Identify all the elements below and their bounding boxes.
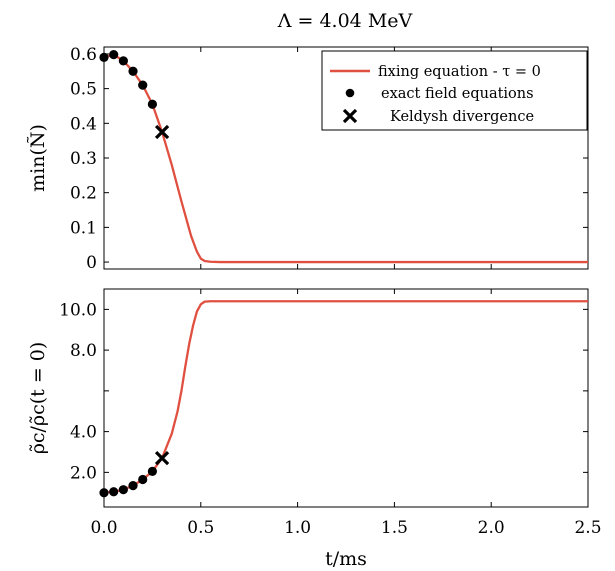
legend-label-cross: Keldysh divergence bbox=[390, 109, 534, 125]
keldysh-divergence-marker bbox=[154, 450, 170, 466]
data-point-exact-field bbox=[99, 488, 109, 498]
x-axis-label: t/ms bbox=[325, 548, 367, 570]
y-tick-label: 0.4 bbox=[70, 114, 97, 134]
data-point-exact-field bbox=[128, 481, 138, 491]
data-point-exact-field bbox=[128, 66, 138, 76]
y-axis-label: ρ̃c/ρ̃c(t = 0) bbox=[27, 342, 49, 455]
data-point-exact-field bbox=[109, 50, 119, 60]
legend: fixing equation - τ = 0 exact field equa… bbox=[321, 50, 588, 131]
x-tick-label: 1.5 bbox=[381, 518, 408, 538]
x-tick-label: 1.0 bbox=[284, 518, 311, 538]
series-line-fixing-equation bbox=[103, 300, 588, 494]
y-tick-label: 4.0 bbox=[70, 423, 97, 443]
legend-label-points: exact field equations bbox=[381, 86, 534, 102]
y-tick-label: 0.6 bbox=[70, 45, 97, 65]
chart-title: Λ = 4.04 MeV bbox=[277, 10, 413, 32]
y-axis-label: min(Ñ) bbox=[26, 124, 49, 192]
data-point-exact-field bbox=[138, 474, 148, 485]
legend-label-curve: fixing equation - τ = 0 bbox=[378, 64, 541, 80]
data-point-exact-field bbox=[118, 485, 128, 495]
keldysh-divergence-marker bbox=[154, 124, 170, 140]
data-point-exact-field bbox=[147, 466, 157, 476]
plot-frame bbox=[103, 288, 589, 508]
data-point-exact-field bbox=[118, 56, 128, 66]
y-tick-label: 0.3 bbox=[70, 149, 97, 169]
data-point-exact-field bbox=[147, 99, 157, 109]
x-tick-label: 2.5 bbox=[574, 518, 601, 538]
legend-cross-swatch bbox=[342, 108, 358, 124]
y-tick-label: 10.0 bbox=[59, 300, 97, 320]
y-tick-label: 0 bbox=[86, 253, 97, 273]
bottom-panel: 2.0 4.0 8.0 10.0 0.0 0.5 1.0 1.5 2.0 2.5 ρ̃c/ρ̃c(t… bbox=[27, 288, 602, 570]
y-tick-label: 0.2 bbox=[70, 184, 97, 204]
data-point-exact-field bbox=[138, 80, 148, 90]
legend-box bbox=[321, 50, 588, 131]
data-point-exact-field bbox=[99, 52, 109, 63]
y-tick-label: 8.0 bbox=[70, 341, 97, 361]
y-tick-label: 0.5 bbox=[70, 80, 97, 100]
data-point-exact-field bbox=[109, 487, 119, 497]
top-panel: 0 0.1 0.2 0.3 0.4 0.5 0.6 min(Ñ) bbox=[26, 45, 589, 273]
legend-point-swatch bbox=[345, 88, 355, 98]
x-tick-label: 0.5 bbox=[187, 518, 214, 538]
y-tick-label: 0.1 bbox=[70, 218, 97, 238]
x-tick-label: 0.0 bbox=[90, 518, 117, 538]
y-tick-label: 2.0 bbox=[70, 463, 97, 483]
x-tick-label: 2.0 bbox=[478, 518, 505, 538]
